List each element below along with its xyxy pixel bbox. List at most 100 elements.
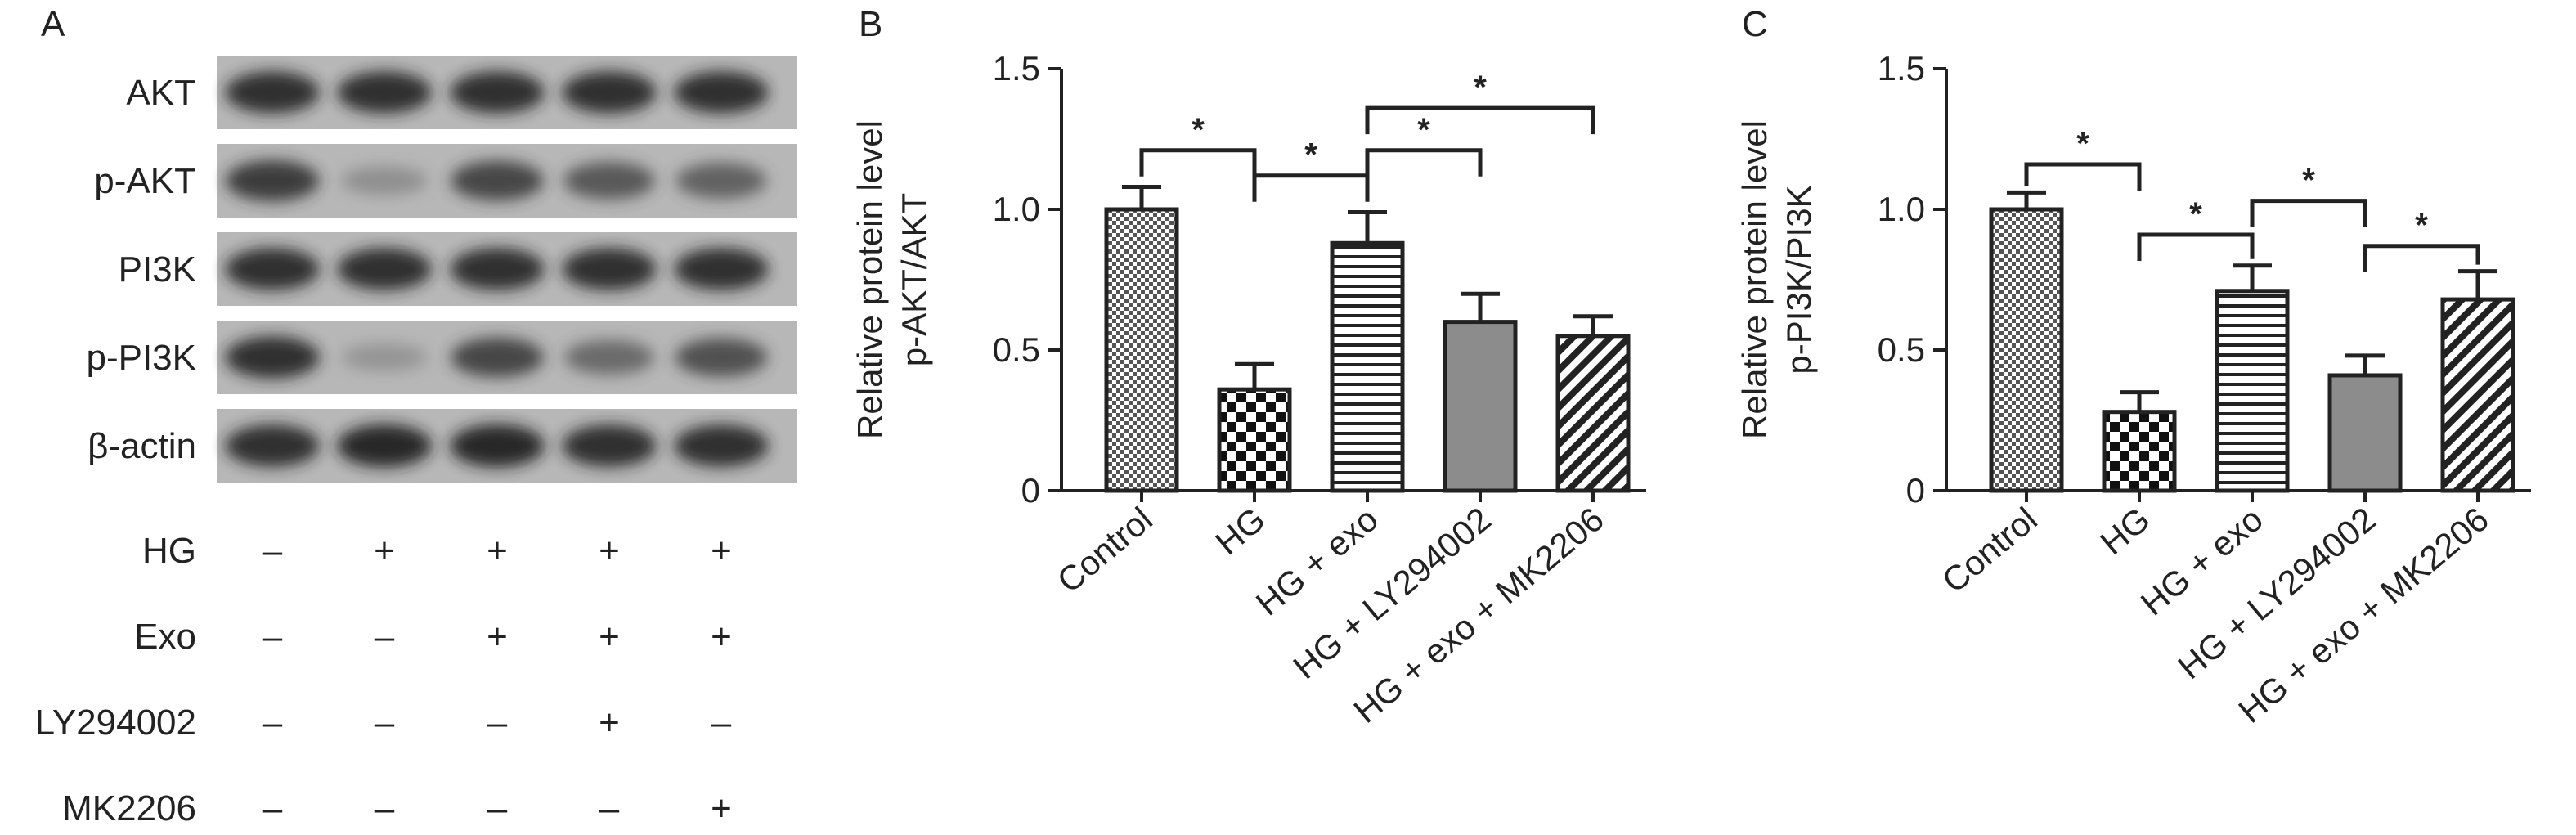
treatment-label: MK2206: [62, 788, 196, 828]
blot-band: [225, 160, 320, 201]
blot-band: [674, 424, 769, 467]
blot-band: [564, 339, 654, 375]
significance-bracket: [1365, 105, 1595, 135]
blot-row-label: p-AKT: [94, 161, 196, 201]
treatment-sign: +: [711, 788, 732, 828]
blot-band: [562, 71, 657, 114]
bar-hg-ly294002: [1443, 320, 1518, 493]
blot-row-p-akt: p-AKT: [94, 144, 797, 218]
treatment-sign: +: [374, 531, 395, 571]
treatment-row-exo: Exo – – + + +: [134, 617, 732, 657]
blot-band: [225, 336, 320, 379]
significance-star: *: [1474, 70, 1487, 105]
blot-band: [225, 71, 320, 114]
y-axis-title: Relative protein level: [1735, 120, 1774, 439]
blot-row-akt: AKT: [126, 56, 797, 129]
significance-star: *: [2302, 163, 2315, 199]
bar-hg-exo-mk2206: [1555, 334, 1631, 493]
blot-band: [451, 160, 544, 201]
category-label: HG: [1208, 500, 1272, 562]
blot-band: [225, 424, 320, 467]
bar-chart-p-akt: B Relative protein level p-AKT/AKT 0 0.5 1.0…: [850, 4, 1646, 730]
bar-control: [1104, 207, 1179, 493]
treatment-sign: +: [599, 703, 620, 743]
blot-row-pi3k: PI3K: [119, 232, 797, 306]
blot-band: [450, 248, 545, 290]
treatment-sign: +: [711, 617, 732, 657]
y-axis-subtitle: p-PI3K/PI3K: [1779, 185, 1818, 374]
treatment-sign: +: [487, 531, 508, 571]
treatment-sign: –: [599, 788, 620, 828]
blot-row-label: PI3K: [119, 249, 196, 290]
significance-star: *: [2189, 196, 2202, 232]
category-label: Control: [1935, 500, 2044, 600]
significance-bracket: [2137, 232, 2255, 261]
y-tick-label: 0: [1021, 471, 1040, 510]
treatment-row-mk2206: MK2206 – – – – +: [62, 788, 732, 828]
blot-row-label: p-PI3K: [86, 338, 196, 378]
significance-bracket: [1252, 173, 1370, 202]
bar-hg: [2102, 410, 2177, 493]
treatment-sign: –: [263, 617, 283, 657]
treatment-label: HG: [142, 531, 196, 571]
significance-star: *: [1304, 137, 1317, 173]
treatment-row-ly294002: LY294002 – – – + –: [35, 703, 732, 743]
blot-band: [341, 343, 428, 371]
bar-hg-ly294002: [2327, 373, 2403, 493]
y-tick-label: 0.5: [1878, 330, 1925, 369]
y-tick-label: 0: [1906, 471, 1925, 510]
blot-band: [675, 163, 767, 199]
blot-row-actin: β-actin: [88, 409, 797, 483]
treatment-sign: –: [263, 703, 283, 743]
western-blot-panel: A AKT p-AKT PI3K p-PI3K β-actin HG – + + + + Exo – –…: [35, 4, 797, 828]
category-label: HG + LY294002: [1286, 500, 1497, 686]
treatment-sign: +: [711, 531, 732, 571]
bar-hg-exo: [2215, 289, 2290, 493]
treatment-sign: –: [263, 531, 283, 571]
significance-bracket: [2250, 199, 2367, 227]
category-label: Control: [1050, 500, 1160, 600]
treatment-sign: +: [599, 617, 620, 657]
significance-star: *: [2415, 208, 2428, 244]
y-tick-label: 1.0: [993, 190, 1040, 228]
blot-row-p-pi3k: p-PI3K: [86, 321, 797, 394]
treatment-sign: +: [599, 531, 620, 571]
blot-band: [337, 248, 432, 290]
blot-row-label: AKT: [126, 73, 196, 113]
y-axis-title: Relative protein level: [850, 120, 889, 439]
blot-band: [674, 248, 769, 290]
blot-band: [341, 166, 428, 195]
bar-control: [1989, 207, 2064, 493]
treatment-sign: –: [263, 788, 283, 828]
significance-star: *: [1417, 112, 1430, 148]
bar-hg-exo: [1330, 240, 1405, 493]
blot-band: [674, 71, 769, 114]
treatment-sign: –: [487, 788, 508, 828]
significance-star: *: [2076, 126, 2089, 162]
significance-bracket: [2024, 162, 2142, 191]
panel-letter-a: A: [41, 4, 65, 44]
blot-band: [562, 248, 657, 290]
blot-band: [225, 248, 320, 290]
treatment-sign: –: [375, 788, 395, 828]
blot-band: [451, 337, 544, 378]
treatment-sign: –: [375, 703, 395, 743]
panel-letter-c: C: [1742, 4, 1768, 44]
y-axis-subtitle: p-AKT/AKT: [895, 193, 933, 366]
blot-band: [563, 162, 655, 200]
treatment-sign: –: [711, 703, 732, 743]
blot-band: [562, 424, 657, 467]
panel-letter-b: B: [859, 4, 882, 44]
y-tick-label: 1.5: [1878, 49, 1925, 88]
blot-band: [337, 424, 432, 468]
blot-band: [337, 71, 432, 114]
blot-row-label: β-actin: [88, 426, 196, 466]
y-tick-label: 0.5: [993, 330, 1040, 369]
blot-band: [450, 71, 545, 114]
treatment-sign: –: [375, 617, 395, 657]
treatment-label: LY294002: [35, 703, 196, 743]
category-label: HG + LY294002: [2170, 500, 2382, 686]
y-tick-label: 1.0: [1878, 190, 1925, 228]
significance-bracket: [1139, 148, 1257, 177]
